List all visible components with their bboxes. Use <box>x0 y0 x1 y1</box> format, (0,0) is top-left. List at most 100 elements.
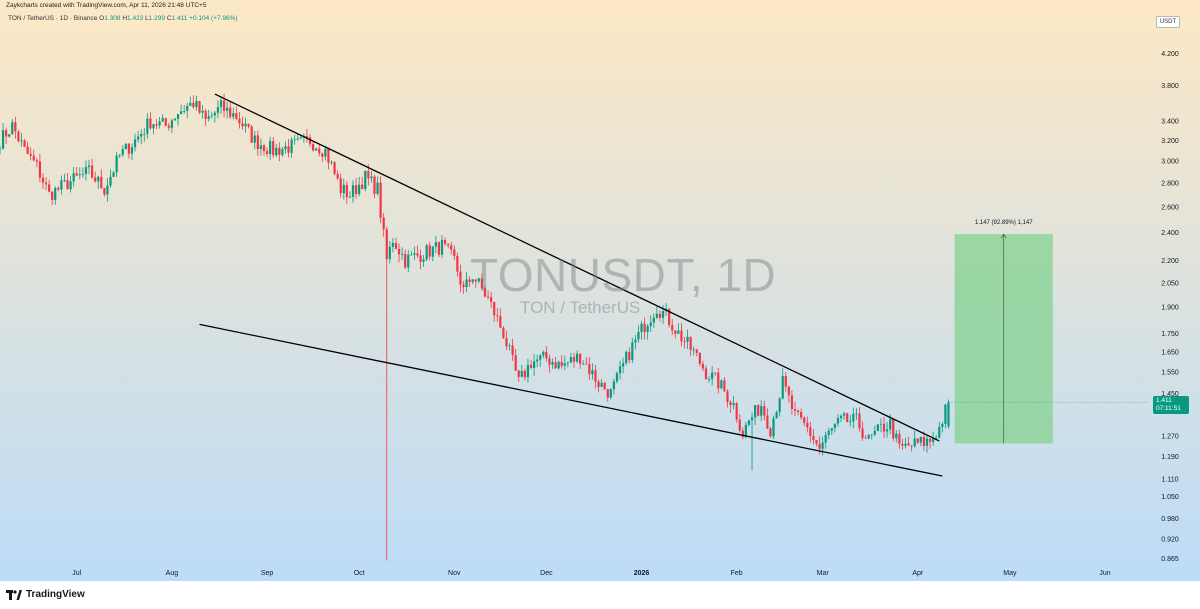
candle-body <box>818 443 821 449</box>
candle-body <box>526 364 530 378</box>
candle-body <box>502 327 505 339</box>
y-tick-label: 0.980 <box>1161 516 1179 523</box>
trendline[interactable] <box>199 323 943 477</box>
candle-body <box>256 135 259 150</box>
candle-body <box>14 122 17 132</box>
candle-body <box>554 362 557 369</box>
candle-body <box>517 370 520 377</box>
candle-body <box>69 181 72 190</box>
tradingview-logo[interactable]: TradingView <box>6 589 85 600</box>
candle-body <box>944 404 947 425</box>
candle-body <box>704 368 708 380</box>
candle-body <box>106 185 109 195</box>
candle-body <box>413 253 416 255</box>
candle-body <box>351 185 355 197</box>
candle-body <box>772 418 775 437</box>
candle-body <box>167 125 170 128</box>
candle-body <box>213 112 216 116</box>
x-tick-label: Oct <box>354 570 365 577</box>
candle-body <box>548 358 551 365</box>
candle-body <box>532 361 536 368</box>
candle-body <box>796 410 800 413</box>
candle-body <box>20 140 23 142</box>
watermark-symbol: TONUSDT, 1D <box>470 249 777 301</box>
candle-body <box>265 151 269 155</box>
trendline[interactable] <box>214 93 940 442</box>
candle-body <box>572 357 576 362</box>
candle-body <box>250 126 253 143</box>
candle-body <box>833 423 837 429</box>
candle-body <box>646 325 649 332</box>
candle-body <box>367 170 370 179</box>
candle-body <box>493 302 496 316</box>
tradingview-logo-icon <box>6 589 22 600</box>
candle-body <box>0 148 2 150</box>
candle-body <box>707 379 711 380</box>
y-tick-label: 3.000 <box>1161 159 1179 166</box>
candle-body <box>575 353 579 362</box>
y-tick-label: 2.400 <box>1161 230 1179 237</box>
candle-body <box>947 402 950 427</box>
candle-body <box>907 443 910 446</box>
candle-body <box>536 359 539 362</box>
x-tick-label: Apr <box>912 570 924 577</box>
candle-body <box>299 137 302 139</box>
candle-body <box>296 138 299 140</box>
candle-body <box>901 443 904 446</box>
candle-body <box>41 177 45 183</box>
candle-body <box>100 176 103 189</box>
candle-body <box>431 246 434 257</box>
bar-countdown: 07:11:51 <box>1156 405 1181 412</box>
candle-body <box>609 389 612 398</box>
candle-body <box>882 423 886 432</box>
candle-body <box>600 382 603 387</box>
ohlc-legend: TON / TetherUS · 1D · Binance O1.308 H1.… <box>8 15 238 22</box>
candle-body <box>222 100 226 111</box>
candle-body <box>115 155 118 173</box>
candle-body <box>8 134 11 137</box>
candle-body <box>658 313 662 318</box>
candle-body <box>434 242 437 247</box>
candle-body <box>511 345 514 356</box>
candle-body <box>618 366 622 374</box>
candle-body <box>812 435 815 441</box>
candle-body <box>259 145 263 150</box>
candle-body <box>594 370 597 382</box>
high-value: 1.423 <box>127 15 144 22</box>
price-axis[interactable]: 4.200 3.800 3.400 3.200 3.000 2.800 2.600 2.400… <box>1161 51 1179 563</box>
candle-body <box>29 153 32 156</box>
candle-body <box>717 372 720 389</box>
candle-body <box>683 341 686 343</box>
y-tick-label: 0.865 <box>1161 556 1179 563</box>
candle-body <box>358 184 361 195</box>
candle-body <box>318 148 321 154</box>
candle-body <box>689 336 692 350</box>
candle-body <box>735 403 738 420</box>
candle-body <box>130 147 134 154</box>
y-tick-label: 1.270 <box>1161 433 1179 440</box>
candle-body <box>456 256 459 272</box>
candle-body <box>186 105 189 111</box>
candle-body <box>806 422 809 428</box>
candle-body <box>750 417 754 421</box>
candle-body <box>585 363 588 365</box>
candle-body <box>849 421 852 423</box>
candle-body <box>879 423 883 425</box>
y-tick-label: 1.900 <box>1161 305 1179 312</box>
candle-body <box>410 254 413 256</box>
candle-body <box>63 180 66 182</box>
candle-body <box>643 323 646 332</box>
candle-body <box>928 438 932 443</box>
candle-body <box>885 429 889 432</box>
candle-body <box>293 139 296 141</box>
currency-badge[interactable]: USDT <box>1156 16 1180 28</box>
candle-body <box>379 182 382 218</box>
candle-body <box>38 161 42 178</box>
candle-body <box>407 254 410 268</box>
candle-body <box>339 178 342 194</box>
open-value: 1.308 <box>104 15 121 22</box>
candle-body <box>732 403 735 405</box>
candle-body <box>253 135 256 143</box>
